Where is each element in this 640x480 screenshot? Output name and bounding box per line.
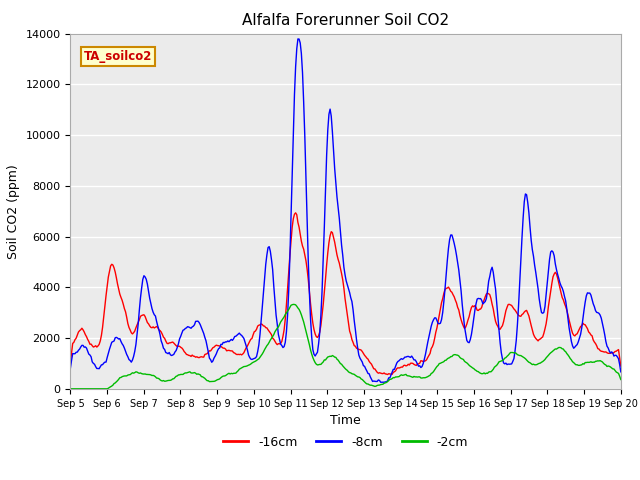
Legend: -16cm, -8cm, -2cm: -16cm, -8cm, -2cm xyxy=(218,431,473,454)
Y-axis label: Soil CO2 (ppm): Soil CO2 (ppm) xyxy=(7,164,20,259)
Title: Alfalfa Forerunner Soil CO2: Alfalfa Forerunner Soil CO2 xyxy=(242,13,449,28)
Text: TA_soilco2: TA_soilco2 xyxy=(84,49,152,62)
X-axis label: Time: Time xyxy=(330,414,361,427)
